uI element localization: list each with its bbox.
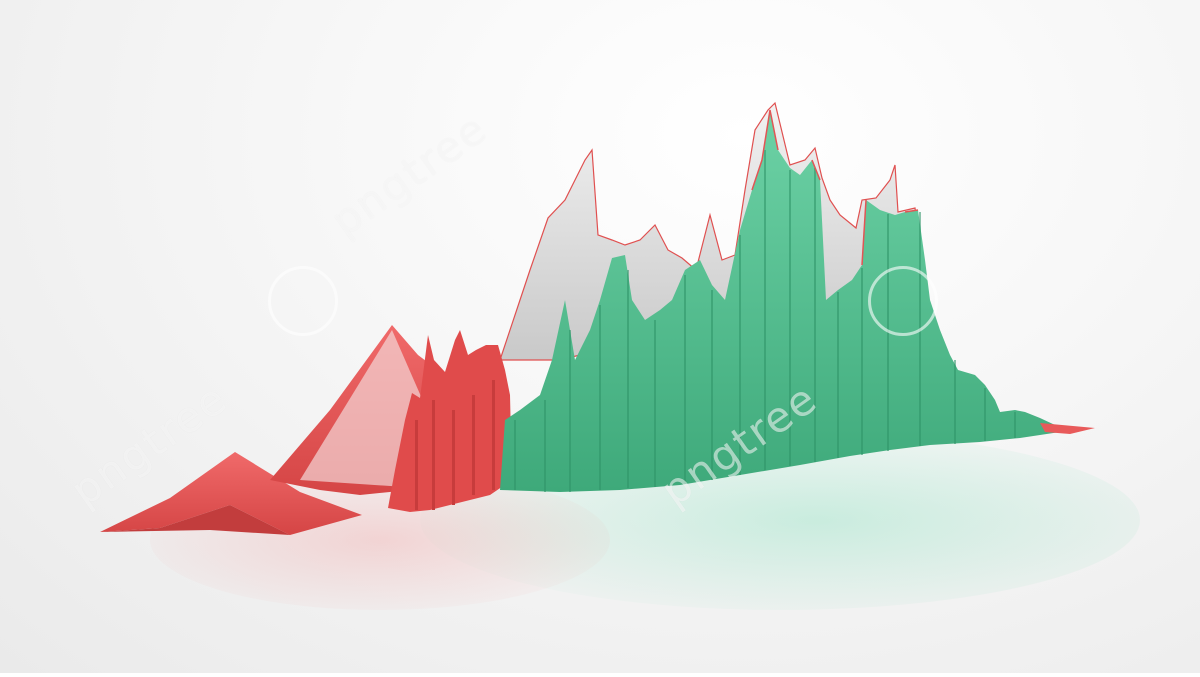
red-spikes	[388, 330, 512, 512]
red-spike-details	[415, 380, 495, 510]
red-fold-shadow	[100, 505, 290, 535]
green-ribbon-front	[500, 110, 1090, 492]
red-fold-front	[100, 452, 362, 535]
green-top-red-edge	[751, 109, 919, 266]
red-tail	[1040, 423, 1095, 434]
green-fold-lines	[514, 150, 1016, 492]
